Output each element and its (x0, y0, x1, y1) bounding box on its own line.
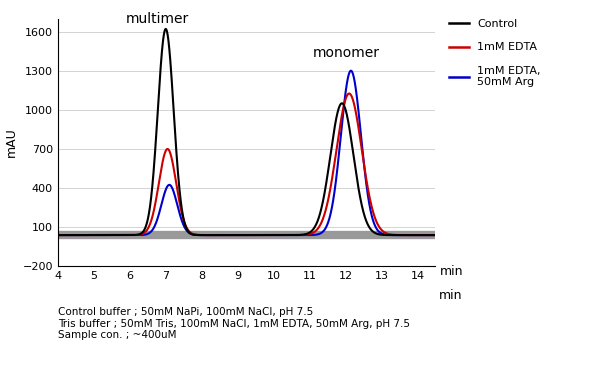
Y-axis label: mAU: mAU (5, 128, 18, 157)
Text: min: min (439, 289, 462, 302)
Text: monomer: monomer (313, 46, 380, 60)
Text: min: min (440, 265, 463, 278)
Text: multimer: multimer (126, 12, 189, 26)
Text: Control buffer ; 50mM NaPi, 100mM NaCl, pH 7.5
Tris buffer ; 50mM Tris, 100mM Na: Control buffer ; 50mM NaPi, 100mM NaCl, … (58, 307, 410, 340)
Legend: Control, 1mM EDTA, 1mM EDTA,
50mM Arg: Control, 1mM EDTA, 1mM EDTA, 50mM Arg (449, 19, 541, 87)
